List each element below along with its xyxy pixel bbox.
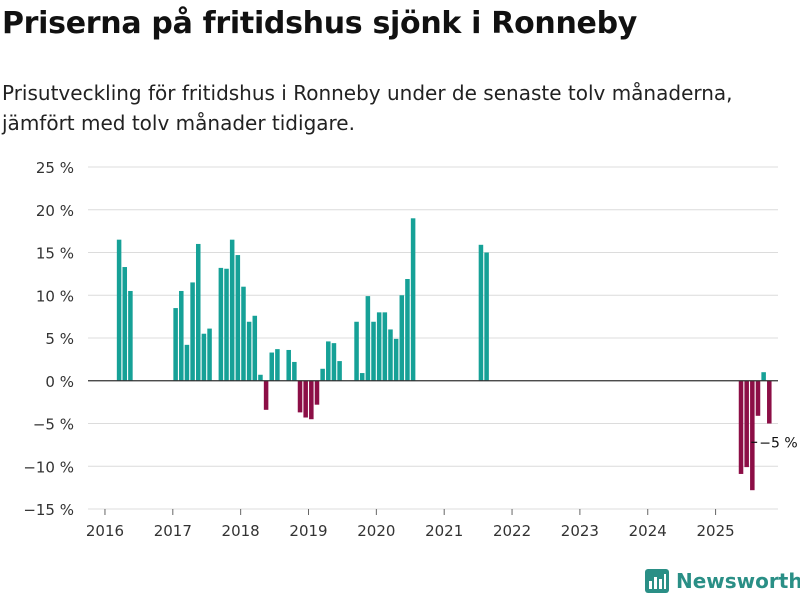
x-tick-label: 2025 [696, 522, 734, 540]
bar [207, 328, 212, 381]
x-tick-label: 2024 [629, 522, 667, 540]
bar [484, 252, 489, 381]
bar [405, 279, 410, 381]
bar [303, 380, 308, 418]
bar [320, 368, 325, 381]
bar [331, 343, 337, 381]
bar [241, 286, 246, 381]
bar [195, 243, 201, 381]
bar [179, 290, 184, 381]
bar [388, 329, 393, 381]
bar [297, 380, 303, 413]
y-tick-label: −10 % [23, 458, 74, 476]
bar [201, 333, 207, 381]
bar [393, 338, 399, 381]
y-tick-label: −15 % [23, 501, 74, 519]
bar [399, 295, 405, 381]
x-tick-label: 2021 [425, 522, 463, 540]
bar [382, 312, 388, 381]
bar [224, 268, 229, 381]
bar [371, 321, 376, 381]
newsworthy-logo-icon [645, 569, 669, 593]
x-tick-label: 2020 [357, 522, 395, 540]
y-tick-label: 5 % [45, 330, 74, 348]
y-tick-label: −5 % [33, 416, 74, 434]
bar [122, 267, 128, 381]
bar [275, 349, 280, 381]
bar [314, 380, 320, 405]
bar [744, 380, 749, 468]
x-tick-label: 2018 [222, 522, 260, 540]
y-tick-label: 0 % [45, 373, 74, 391]
annotation-label: −5 % [759, 435, 797, 451]
bar [359, 373, 365, 381]
bar [292, 361, 297, 381]
x-tick-label: 2019 [289, 522, 327, 540]
chart-subtitle: Prisutveckling för fritidshus i Ronneby … [2, 81, 733, 135]
bar [337, 361, 342, 381]
bar [309, 380, 314, 420]
bar [116, 239, 122, 381]
bar [190, 282, 195, 381]
bar [750, 380, 755, 491]
annotation-background [757, 433, 798, 452]
bar [235, 255, 241, 381]
bar [184, 344, 190, 381]
bar [738, 380, 744, 474]
y-tick-label: 15 % [36, 245, 74, 263]
y-tick-label: 10 % [36, 287, 74, 305]
bar [365, 296, 371, 381]
bar [767, 380, 772, 424]
bar [128, 290, 133, 381]
bar [761, 372, 766, 381]
bar [218, 267, 224, 381]
bar [410, 218, 416, 381]
x-tick-label: 2017 [154, 522, 192, 540]
bar [755, 380, 761, 416]
bar [326, 341, 331, 381]
bar [354, 321, 359, 381]
bar [269, 352, 275, 381]
bar [258, 374, 263, 381]
brand-name: Newsworthy [676, 569, 800, 593]
bar [286, 349, 291, 381]
bar [478, 244, 484, 381]
bar [252, 315, 258, 381]
x-tick-label: 2022 [493, 522, 531, 540]
bar [173, 308, 178, 381]
y-tick-label: 25 % [36, 159, 74, 177]
bar [246, 321, 252, 381]
x-tick-label: 2016 [86, 522, 124, 540]
bar [263, 380, 269, 410]
brand-logo: Newsworthy [644, 568, 800, 594]
y-tick-label: 20 % [36, 202, 74, 220]
x-tick-label: 2023 [561, 522, 599, 540]
chart-title: Priserna på fritidshus sjönk i Ronneby [2, 6, 638, 41]
bar [229, 239, 235, 381]
bar [376, 312, 382, 381]
